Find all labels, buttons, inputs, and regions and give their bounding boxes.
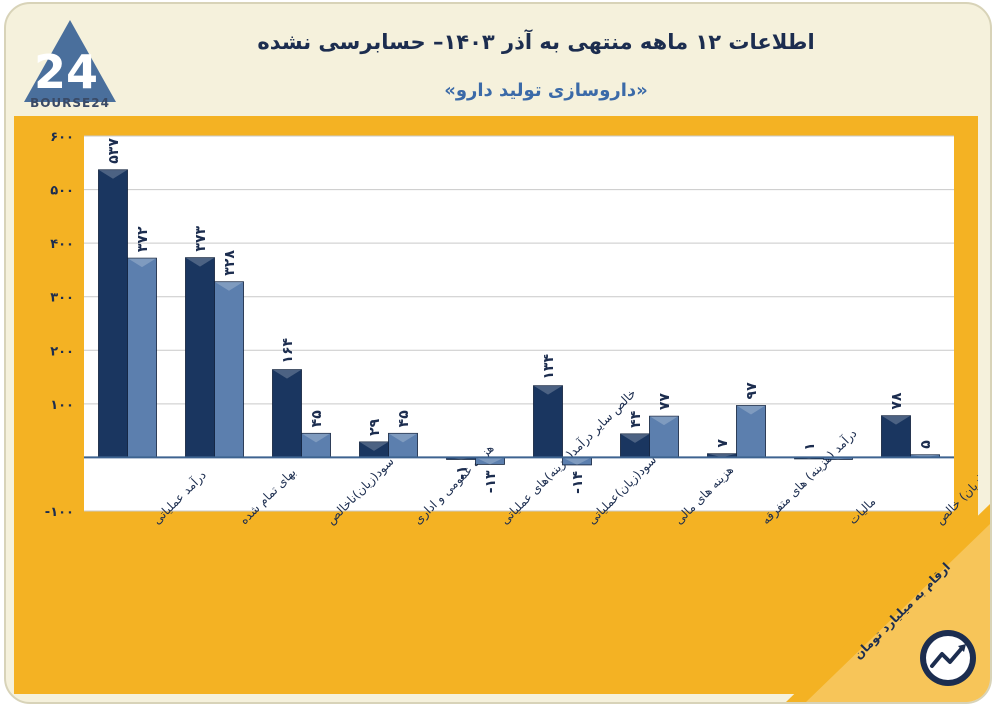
data-label: ۷۷ <box>657 393 673 411</box>
data-label: ۳۲۸ <box>222 250 238 276</box>
trend-chart-icon <box>920 630 976 686</box>
bar-highlight <box>185 257 215 267</box>
y-tick-label: ۳۰۰ <box>50 291 74 306</box>
logo-mark: 24 <box>34 45 98 99</box>
data-label: ۱۶۴ <box>280 337 296 363</box>
y-tick-label: ۱۰۰ <box>50 398 74 413</box>
data-label: -۱۳ <box>483 470 499 493</box>
bar-highlight <box>533 385 563 395</box>
bar-highlight <box>301 433 331 443</box>
data-label: ۳۷۲ <box>135 226 151 252</box>
bar-highlight <box>98 169 128 179</box>
chart-subtitle: «داروسازی تولید دارو» <box>444 80 648 101</box>
data-label: ۴۴ <box>628 410 644 428</box>
bar <box>533 385 563 458</box>
y-tick-label: ۲۰۰ <box>50 344 74 359</box>
bar-highlight <box>562 457 592 465</box>
data-label: -۱ <box>454 465 470 479</box>
data-label: ۴۵ <box>396 410 412 428</box>
bar-highlight <box>707 453 737 458</box>
bar-highlight <box>214 281 244 291</box>
data-label: ۲۹ <box>367 418 383 436</box>
data-label: ۵۳۷ <box>106 138 122 164</box>
data-label: ۵ <box>918 440 934 449</box>
logo-text: BOURSE24 <box>30 96 110 110</box>
bar <box>388 432 418 458</box>
chart-title: اطلاعات ۱۲ ماهه منتهی به آذر ۱۴۰۳– حسابر… <box>257 30 815 54</box>
data-label: ۷۸ <box>889 392 905 410</box>
data-label: ۱ <box>802 442 818 451</box>
bar-highlight <box>127 258 157 268</box>
bar-highlight <box>388 433 418 443</box>
data-label: ۱۳۴ <box>541 354 557 380</box>
bar-highlight <box>649 416 679 426</box>
page-frame: 24 BOURSE24 اطلاعات ۱۲ ماهه منتهی به آذر… <box>4 2 992 704</box>
bar <box>127 257 157 458</box>
bar <box>214 281 244 458</box>
bourse24-logo-icon: 24 <box>24 20 116 102</box>
bar-highlight <box>272 369 302 379</box>
bar <box>272 369 302 458</box>
data-label: ۴۵ <box>309 410 325 428</box>
bar-highlight <box>359 441 389 451</box>
bar-highlight <box>736 405 766 415</box>
bar-highlight <box>620 433 650 443</box>
bar <box>736 405 766 458</box>
bar <box>881 415 911 458</box>
data-label: ۹۷ <box>744 382 760 400</box>
bar-highlight <box>910 454 940 458</box>
units-note-panel <box>786 504 990 702</box>
data-label: ۷ <box>715 439 731 448</box>
y-tick-label: ۵۰۰ <box>50 184 74 199</box>
data-label: -۱۴ <box>570 470 586 493</box>
bar-highlight <box>881 415 911 425</box>
y-tick-label: ۶۰۰ <box>50 130 74 145</box>
y-tick-label: -۱۰۰ <box>45 505 74 520</box>
y-tick-label: ۴۰۰ <box>50 237 74 252</box>
bar-highlight <box>475 457 505 465</box>
data-label: ۳۷۳ <box>193 226 209 252</box>
